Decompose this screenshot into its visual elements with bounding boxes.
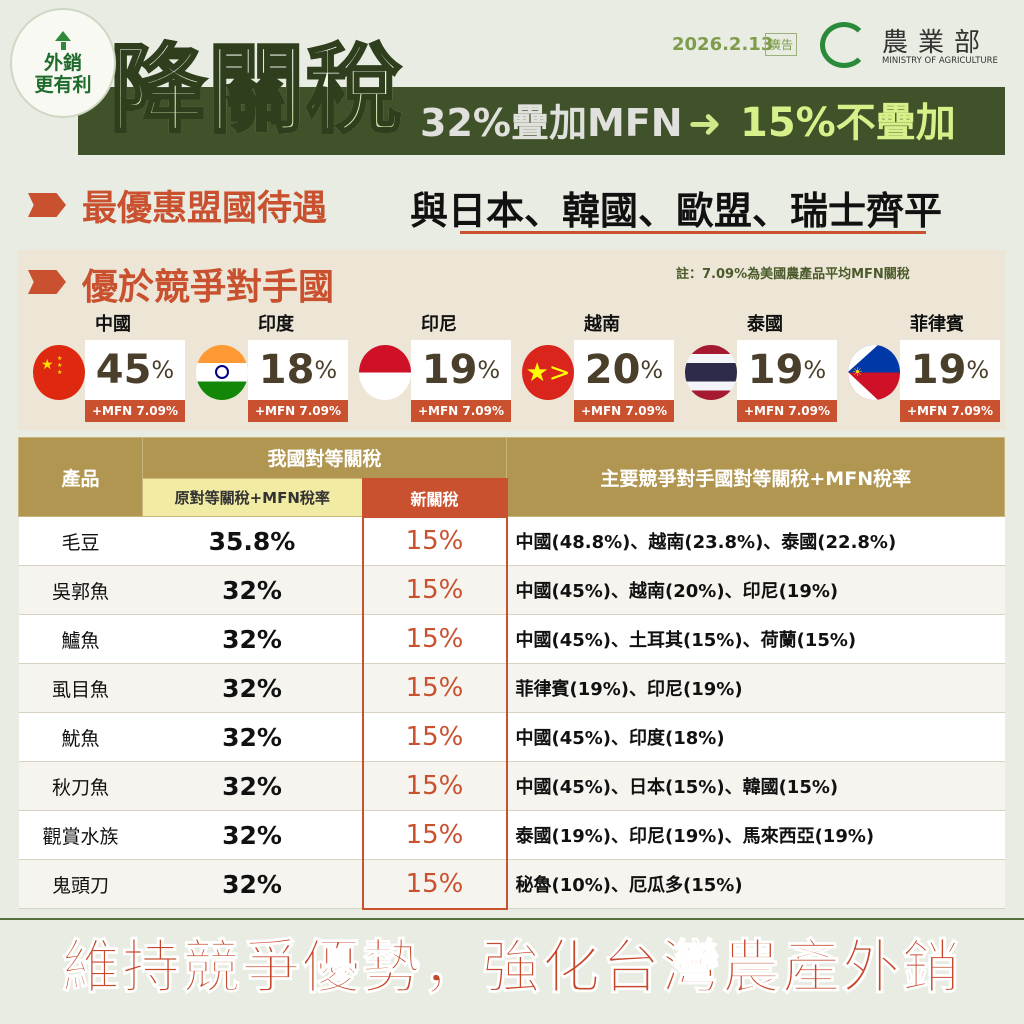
mfn-tag: +MFN 7.09%	[900, 400, 1000, 422]
badge-line1: 外銷	[43, 51, 82, 74]
table-row: 吳郭魚 32% 15% 中國(45%)、越南(20%)、印尼(19%)	[18, 565, 1005, 615]
mfn-tag: +MFN 7.09%	[85, 400, 185, 422]
original-rate-cell: 32%	[142, 810, 363, 860]
mfn-label: 最優惠盟國待遇	[82, 189, 328, 229]
country-name: 印度	[258, 314, 294, 335]
original-rate-cell: 35.8%	[142, 516, 363, 566]
mfn-tag: +MFN 7.09%	[737, 400, 837, 422]
country-rate: 18%	[248, 340, 348, 400]
country-rate: 19%	[737, 340, 837, 400]
competitor-cell: 中國(48.8%)、越南(23.8%)、泰國(22.8%)	[506, 516, 1005, 566]
moa-logo: 農業部 MINISTRY OF AGRICULTURE	[820, 22, 1005, 72]
original-rate-cell: 32%	[142, 761, 363, 811]
title-band	[78, 87, 1005, 155]
moa-logo-icon	[820, 22, 868, 68]
country-card: 印度 18% +MFN 7.09%	[196, 310, 356, 425]
product-cell: 鬼頭刀	[18, 859, 143, 909]
flag-icon: ☀	[848, 345, 900, 400]
country-name: 中國	[95, 314, 131, 335]
new-rate-cell: 15%	[361, 565, 508, 615]
new-rate-cell: 15%	[361, 663, 508, 713]
flag-icon	[685, 345, 737, 400]
country-card: 中國 ★ ★ ★ ★ 45% +MFN 7.09%	[33, 310, 193, 425]
mfn-tag: +MFN 7.09%	[411, 400, 511, 422]
competitor-title: 優於競爭對手國	[82, 267, 335, 308]
new-tariff: 15%不疊加	[740, 100, 956, 146]
date: 2026.2.13	[672, 34, 774, 55]
competitor-cell: 中國(45%)、日本(15%)、韓國(15%)	[506, 761, 1005, 811]
header-new: 新關稅	[361, 477, 508, 518]
logo-name: 農業部	[882, 28, 991, 58]
ad-label: 廣告	[765, 33, 798, 56]
original-rate-cell: 32%	[142, 859, 363, 909]
new-rate-cell: 15%	[361, 761, 508, 811]
right-arrow-icon: ➜	[688, 101, 722, 147]
flag-icon	[359, 345, 411, 400]
table-row: 鬼頭刀 32% 15% 秘魯(10%)、厄瓜多(15%)	[18, 859, 1005, 910]
header-product: 產品	[18, 437, 143, 517]
competitor-cell: 秘魯(10%)、厄瓜多(15%)	[506, 859, 1005, 909]
original-rate-cell: 32%	[142, 614, 363, 664]
country-card: 印尼 19% +MFN 7.09%	[359, 310, 519, 425]
mfn-note: 註：7.09%為美國農產品平均MFN關稅	[676, 267, 910, 282]
mfn-tag: +MFN 7.09%	[248, 400, 348, 422]
table-row: 鱸魚 32% 15% 中國(45%)、土耳其(15%)、荷蘭(15%)	[18, 614, 1005, 664]
header-ours: 我國對等關稅	[142, 437, 507, 479]
new-rate-cell: 15%	[361, 712, 508, 762]
country-name: 泰國	[747, 314, 783, 335]
mfn-tag: +MFN 7.09%	[574, 400, 674, 422]
header-original: 原對等關稅+MFN稅率	[142, 478, 363, 517]
slogan: 維持競爭優勢，強化台灣農產外銷	[61, 933, 962, 1002]
product-cell: 鱸魚	[18, 614, 143, 664]
table-row: 虱目魚 32% 15% 菲律賓(19%)、印尼(19%)	[18, 663, 1005, 713]
country-rate: 19%	[411, 340, 511, 400]
flag-icon	[196, 345, 248, 400]
competitor-cell: 中國(45%)、土耳其(15%)、荷蘭(15%)	[506, 614, 1005, 664]
table-row: 觀賞水族 32% 15% 泰國(19%)、印尼(19%)、馬來西亞(19%)	[18, 810, 1005, 860]
product-cell: 毛豆	[18, 516, 143, 566]
competitor-cell: 中國(45%)、印度(18%)	[506, 712, 1005, 762]
table-row: 毛豆 35.8% 15% 中國(48.8%)、越南(23.8%)、泰國(22.8…	[18, 516, 1005, 566]
product-cell: 觀賞水族	[18, 810, 143, 860]
flag-icon: ★ ★ ★ ★	[33, 345, 85, 400]
original-rate-cell: 32%	[142, 663, 363, 713]
flag-icon: ★>	[522, 345, 574, 400]
product-cell: 魷魚	[18, 712, 143, 762]
original-rate-cell: 32%	[142, 712, 363, 762]
original-rate-cell: 32%	[142, 565, 363, 615]
up-arrow-icon	[55, 30, 71, 41]
product-cell: 吳郭魚	[18, 565, 143, 615]
chevron-icon	[28, 193, 66, 217]
country-name: 菲律賓	[910, 314, 964, 335]
header-competitors: 主要競爭對手國對等關稅+MFN稅率	[506, 437, 1005, 517]
competitor-cell: 菲律賓(19%)、印尼(19%)	[506, 663, 1005, 713]
old-tariff: 32%疊加MFN	[420, 101, 683, 145]
country-name: 印尼	[421, 314, 457, 335]
new-rate-cell: 15%	[361, 516, 508, 566]
new-rate-cell: 15%	[361, 614, 508, 664]
main-title: 降關稅	[109, 30, 404, 150]
table-row: 秋刀魚 32% 15% 中國(45%)、日本(15%)、韓國(15%)	[18, 761, 1005, 811]
new-rate-cell: 15%	[361, 810, 508, 860]
mfn-text: 與日本、韓國、歐盟、瑞士齊平	[410, 189, 943, 233]
underline	[460, 231, 926, 234]
product-cell: 虱目魚	[18, 663, 143, 713]
product-cell: 秋刀魚	[18, 761, 143, 811]
badge-line2: 更有利	[34, 73, 92, 96]
competitor-cell: 中國(45%)、越南(20%)、印尼(19%)	[506, 565, 1005, 615]
export-badge: 外銷 更有利	[10, 8, 116, 118]
new-rate-cell: 15%	[361, 859, 508, 910]
country-card: 菲律賓 ☀ 19% +MFN 7.09%	[848, 310, 1008, 425]
country-rate: 45%	[85, 340, 185, 400]
competitor-cell: 泰國(19%)、印尼(19%)、馬來西亞(19%)	[506, 810, 1005, 860]
divider	[0, 918, 1024, 920]
country-name: 越南	[584, 314, 620, 335]
country-card: 泰國 19% +MFN 7.09%	[685, 310, 845, 425]
country-card: 越南 ★> 20% +MFN 7.09%	[522, 310, 682, 425]
country-rate: 19%	[900, 340, 1000, 400]
country-rate: 20%	[574, 340, 674, 400]
tariff-table: 產品 我國對等關稅 主要競爭對手國對等關稅+MFN稅率 原對等關稅+MFN稅率 …	[18, 437, 1005, 910]
logo-en: MINISTRY OF AGRICULTURE	[882, 56, 998, 66]
table-row: 魷魚 32% 15% 中國(45%)、印度(18%)	[18, 712, 1005, 762]
